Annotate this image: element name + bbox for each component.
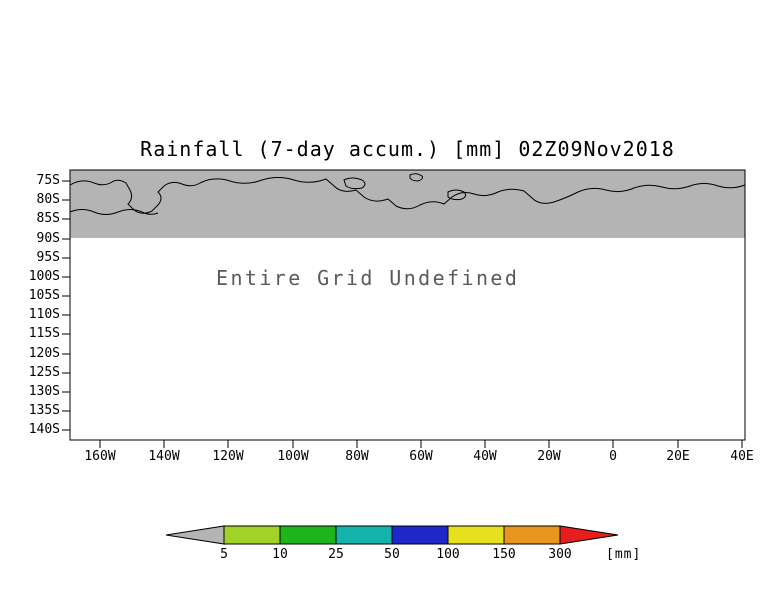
colorbar-label: 50 <box>384 547 400 562</box>
coastline-segment <box>199 177 746 210</box>
y-tick-label: 75S <box>36 173 60 188</box>
y-tick-label: 90S <box>36 231 60 246</box>
x-tick-label: 0 <box>609 449 617 464</box>
y-tick-label: 130S <box>28 384 60 399</box>
y-tick-label: 80S <box>36 192 60 207</box>
undefined-shade-region <box>70 170 745 238</box>
x-tick-label: 120W <box>212 449 244 464</box>
plot-border <box>69 169 746 441</box>
x-tick-label: 40W <box>473 449 497 464</box>
colorbar-label: 150 <box>492 547 516 562</box>
colorbar-label: 300 <box>548 547 572 562</box>
coastline-island <box>447 189 467 201</box>
colorbar-seg-25-50 <box>335 525 393 545</box>
colorbar-label: 100 <box>436 547 460 562</box>
x-tick-label: 60W <box>409 449 433 464</box>
y-tick-label: 125S <box>28 365 60 380</box>
colorbar-label: 10 <box>272 547 288 562</box>
coastline-island <box>343 177 366 190</box>
y-tick-label: 95S <box>36 250 60 265</box>
coastline-segment <box>69 209 159 215</box>
y-tick-label: 140S <box>28 422 60 437</box>
y-tick-label: 110S <box>28 307 60 322</box>
x-tick-label: 100W <box>277 449 309 464</box>
y-tick-label: 135S <box>28 403 60 418</box>
colorbar-below-arrow <box>165 525 225 545</box>
x-tick-label: 20W <box>537 449 561 464</box>
y-tick-label: 100S <box>28 269 60 284</box>
x-tick-label: 80W <box>345 449 369 464</box>
colorbar-label: 25 <box>328 547 344 562</box>
y-axis-ticks <box>62 180 70 431</box>
y-tick-label: 85S <box>36 211 60 226</box>
colorbar-seg-100-150 <box>447 525 505 545</box>
y-tick-label: 105S <box>28 288 60 303</box>
coastline-island <box>409 173 423 182</box>
coastline-paths <box>69 173 746 215</box>
colorbar <box>165 525 619 545</box>
x-tick-label: 160W <box>84 449 116 464</box>
x-tick-label: 20E <box>666 449 690 464</box>
colorbar-above-arrow <box>559 525 619 545</box>
x-tick-label: 140W <box>148 449 180 464</box>
colorbar-segments <box>165 525 619 545</box>
colorbar-seg-50-100 <box>391 525 449 545</box>
x-tick-label: 40E <box>730 449 754 464</box>
colorbar-unit-label: [mm] <box>606 547 642 562</box>
undefined-grid-message: Entire Grid Undefined <box>216 266 520 290</box>
colorbar-seg-10-25 <box>279 525 337 545</box>
y-tick-label: 115S <box>28 326 60 341</box>
colorbar-seg-150-300 <box>503 525 561 545</box>
x-axis-ticks <box>99 440 743 448</box>
colorbar-label: 5 <box>220 547 228 562</box>
colorbar-seg-5-10 <box>223 525 281 545</box>
y-tick-label: 120S <box>28 346 60 361</box>
plot-title: Rainfall (7-day accum.) [mm] 02Z09Nov201… <box>140 137 675 161</box>
